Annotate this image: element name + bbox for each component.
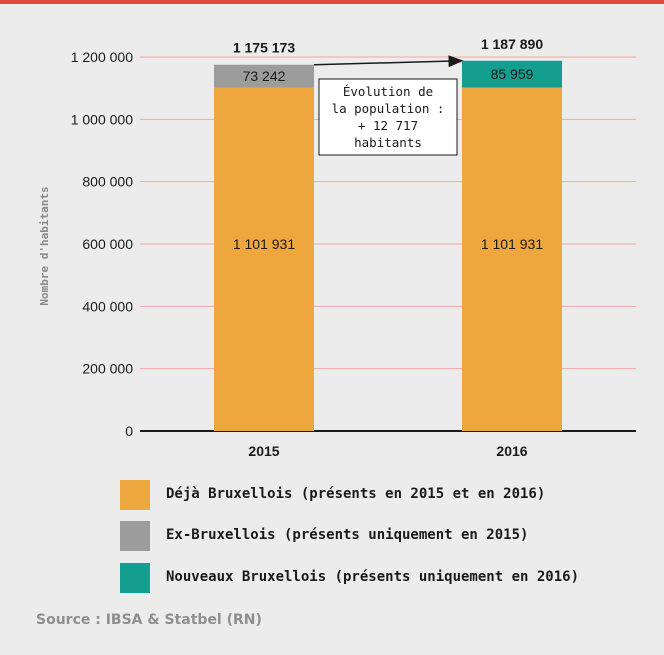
x-category-label: 2016 <box>496 443 527 459</box>
evolution-annotation: Évolution de la population : + 12 717 habit… <box>313 55 464 156</box>
bar-segment <box>462 60 562 88</box>
legend-swatch-ex <box>120 521 150 551</box>
annotation-box <box>318 78 458 156</box>
bars: 1 101 931 73 242 1 101 931 85 959 <box>214 60 562 432</box>
total-value-label: 1 175 173 <box>233 40 295 56</box>
y-tick-label: 1 200 000 <box>71 49 133 65</box>
bar-segment <box>214 64 314 88</box>
y-tick-label: 0 <box>125 423 133 439</box>
segment-value-label: 1 101 931 <box>233 236 295 252</box>
legend-label-nouveaux: Nouveaux Bruxellois (présents uniquement… <box>166 569 580 585</box>
annotation-line: la population : <box>332 101 445 116</box>
y-tick-label: 1 000 000 <box>71 111 133 127</box>
y-tick-label: 200 000 <box>82 361 133 377</box>
x-category-labels: 2015 2016 <box>248 443 527 459</box>
bar-segment <box>462 87 562 432</box>
y-tick-label: 400 000 <box>82 298 133 314</box>
annotation-line: + 12 717 <box>358 118 418 133</box>
y-tick-label: 800 000 <box>82 174 133 190</box>
source-note: Source : IBSA & Statbel (RN) <box>36 612 262 628</box>
y-axis-label: Nombre d'habitants <box>38 186 51 305</box>
evolution-arrow <box>313 55 464 68</box>
segment-value-label: 85 959 <box>491 66 534 82</box>
annotation-line: Évolution de <box>343 84 433 99</box>
legend-swatch-deja <box>120 480 150 510</box>
segment-value-label: 1 101 931 <box>481 236 543 252</box>
legend-label-ex: Ex-Bruxellois (présents uniquement en 20… <box>166 527 529 543</box>
segment-value-label: 73 242 <box>243 68 286 84</box>
top-accent-rule <box>0 0 664 4</box>
annotation-line: habitants <box>354 135 422 150</box>
total-value-label: 1 187 890 <box>481 36 543 52</box>
bar-segment <box>214 87 314 432</box>
legend-swatch-nouveaux <box>120 563 150 593</box>
y-tick-labels: 0 200 000 400 000 600 000 800 000 1 000 000 1 … <box>71 49 134 439</box>
x-category-label: 2015 <box>248 443 279 459</box>
stacked-bar-chart: 0 200 000 400 000 600 000 800 000 1 000 000 1 … <box>38 36 636 459</box>
y-tick-label: 600 000 <box>82 236 133 252</box>
legend-label-deja: Déjà Bruxellois (présents en 2015 et en … <box>166 486 546 502</box>
total-labels: 1 175 173 1 187 890 <box>233 36 543 56</box>
